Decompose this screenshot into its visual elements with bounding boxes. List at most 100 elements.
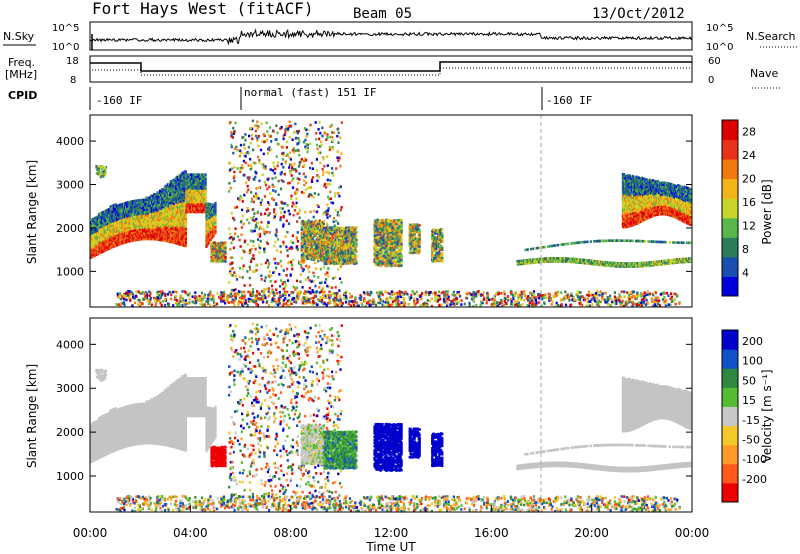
power-cell (135, 230, 138, 234)
power-cell (204, 196, 207, 200)
power-cell (279, 245, 282, 248)
power-cell (162, 221, 165, 224)
power-cell (321, 234, 324, 238)
power-cell (173, 220, 176, 223)
power-cell (146, 198, 149, 202)
power-cell (334, 232, 337, 236)
power-cell (157, 212, 160, 216)
power-cell (308, 228, 311, 231)
power-cell (144, 227, 147, 231)
power-cell (290, 163, 293, 167)
power-cell (282, 202, 285, 205)
power-cell (336, 231, 339, 234)
power-cell (181, 208, 184, 212)
power-cell (202, 198, 205, 202)
power-cell (174, 234, 177, 237)
power-cell (99, 228, 102, 231)
power-cell (209, 238, 213, 241)
power-cell (188, 175, 191, 178)
power-cell (289, 171, 292, 175)
power-cell (179, 205, 182, 209)
power-cell (141, 235, 145, 239)
power-cell (157, 236, 160, 239)
power-cell (122, 204, 125, 207)
power-cell (330, 232, 333, 235)
power-cell (248, 221, 251, 225)
power-cell (329, 190, 332, 194)
power-cell (311, 176, 315, 179)
power-cell (292, 285, 295, 289)
power-cell (275, 230, 278, 234)
power-cell (211, 228, 214, 232)
power-cell (194, 189, 197, 192)
power-cell (309, 123, 312, 127)
power-cell (249, 248, 252, 252)
power-cell (211, 215, 214, 218)
power-cell (338, 295, 341, 298)
power-cell (100, 233, 103, 236)
power-cell (292, 177, 295, 180)
freq-tick-high: 18 (66, 56, 79, 67)
power-cell (315, 169, 318, 172)
power-cell (298, 211, 301, 214)
power-cell (322, 157, 325, 161)
power-cell (214, 219, 217, 223)
power-cell (202, 173, 205, 176)
power-cell (244, 155, 247, 158)
power-cell (331, 167, 334, 170)
power-cell (106, 224, 110, 227)
power-cell (111, 222, 114, 225)
power-cell (250, 200, 253, 203)
power-cell (111, 206, 114, 210)
power-cell (170, 205, 173, 209)
power-cell (122, 231, 125, 235)
power-cell (269, 192, 272, 195)
power-cell (170, 211, 173, 214)
power-cell (103, 233, 106, 237)
power-cell (165, 204, 168, 207)
power-cell (297, 165, 301, 168)
power-cell (179, 215, 182, 219)
power-cell (130, 229, 133, 233)
power-cell (127, 218, 130, 222)
power-cell (102, 172, 105, 176)
power-cell (258, 159, 261, 162)
power-cell (300, 266, 303, 270)
power-cell (247, 145, 250, 149)
power-cell (282, 165, 285, 169)
power-cell (280, 162, 283, 166)
power-cell (178, 207, 181, 211)
power-cell (339, 185, 342, 188)
power-cell (384, 256, 387, 259)
power-cell (184, 242, 187, 246)
power-cell (135, 203, 138, 206)
power-cell (138, 236, 141, 239)
power-cell (118, 217, 121, 221)
power-cell (139, 234, 142, 237)
power-cell (241, 200, 244, 203)
power-cell (352, 232, 355, 236)
power-cell (273, 171, 276, 175)
power-cell (179, 223, 182, 227)
power-cell (139, 224, 142, 227)
power-cell (274, 280, 277, 283)
power-cell (135, 232, 138, 236)
power-cell (318, 137, 321, 141)
power-cell (184, 229, 187, 232)
power-cell (181, 224, 184, 227)
power-cell (315, 210, 318, 214)
power-cell (255, 297, 258, 300)
freq-tick-low: 8 (70, 75, 76, 86)
power-cell (183, 230, 186, 234)
power-cell (327, 267, 330, 271)
power-cell (385, 240, 388, 244)
power-cell (346, 230, 349, 234)
power-cell (291, 258, 294, 262)
power-cell (374, 258, 377, 261)
power-cell (355, 260, 358, 263)
power-cell (250, 166, 254, 170)
power-cell (373, 253, 376, 257)
power-cell (91, 255, 94, 259)
power-cell (122, 218, 125, 221)
power-cell (146, 218, 149, 221)
